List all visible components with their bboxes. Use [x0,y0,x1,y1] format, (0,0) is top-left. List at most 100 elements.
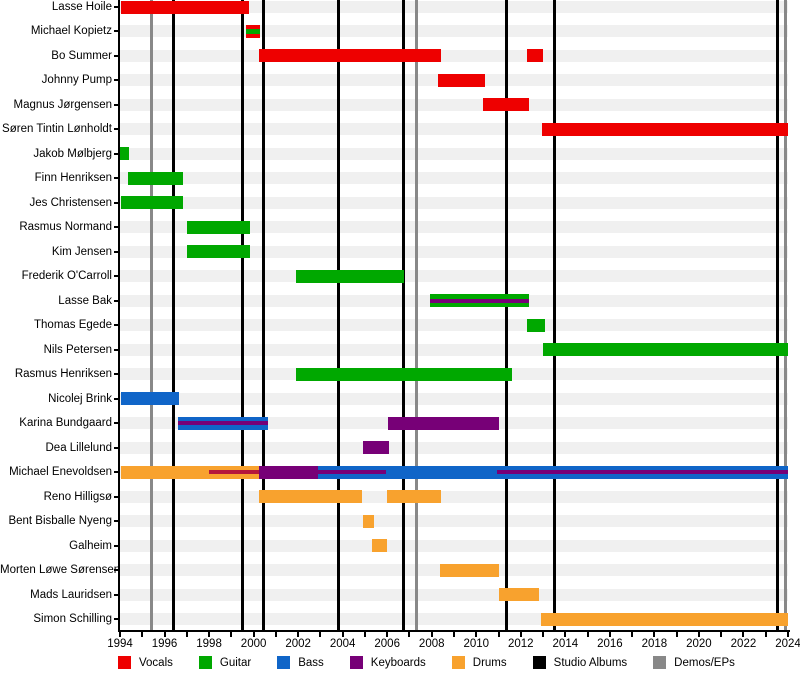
x-axis-tick [297,632,300,637]
timeline-bar-drums [371,539,388,553]
timeline-bar-keyboards [259,465,319,479]
legend-label: Vocals [139,656,173,669]
y-axis-row-tick [114,177,119,180]
x-axis-tick [675,632,678,637]
timeline-bar-guitar [527,318,546,332]
member-label: Frederik O'Carroll [21,270,112,283]
timeline-bar-keyboards [362,441,390,455]
x-axis-tick [230,632,233,637]
x-axis-tick [453,632,455,637]
studio-album-line [240,0,244,630]
timeline-bar-bass [121,392,179,406]
x-axis-tick [163,632,166,637]
legend: Vocals Guitar Bass Keyboards Drums Studio Alb… [118,656,735,669]
member-label: Simon Schilling [33,613,112,625]
member-label: Bo Summer [51,49,112,62]
y-axis-row-tick [114,397,119,400]
x-axis-tick [586,632,589,637]
y-axis-row-tick [114,79,119,82]
x-axis-tick [141,632,144,637]
legend-swatch-drums [451,656,465,669]
y-axis-row-tick [114,299,119,302]
legend-item: Studio Albums [532,656,628,669]
y-axis-row-tick [114,324,119,327]
timeline-bar-vocals [259,49,441,63]
legend-item: Keyboards [349,656,426,669]
x-axis-tick [363,632,366,637]
timeline-bar-vocals [121,0,250,14]
x-axis-label: 2012 [508,638,534,650]
x-axis-tick [720,632,723,637]
y-axis-row-tick [114,471,119,474]
legend-item: Demos/EPs [653,656,735,669]
member-label: Galheim [69,539,112,552]
legend-label: Drums [472,656,507,669]
timeline-bar-vocals [527,49,544,63]
row-track [120,172,788,185]
x-axis-label: 2018 [641,638,668,650]
timeline-bar-vocals-stripe [209,470,260,475]
row-track [120,490,788,503]
timeline-bar-keyboards [388,416,499,430]
x-axis-label: 2002 [285,638,311,650]
timeline-bar-drums [362,514,374,528]
x-axis-tick [542,632,545,637]
timeline-bar-vocals [541,122,788,136]
timeline-bar-keyboards-stripe [497,470,788,475]
studio-album-line [171,0,175,630]
x-axis-label: 2016 [597,638,623,650]
studio-album-line [402,0,406,630]
row-track [120,221,788,234]
timeline-bar-guitar-stripe [245,28,261,34]
member-label: Lasse Bak [58,294,112,307]
x-axis-tick [319,632,322,637]
member-label: Kim Jensen [51,245,112,258]
legend-label: Guitar [219,656,252,669]
y-axis-row-tick [114,422,119,425]
x-axis-tick [564,632,567,637]
member-label: Reno Hilligsø [43,490,112,503]
member-label: Magnus Jørgensen [13,98,112,111]
legend-swatch-vocals [118,656,131,669]
studio-album-line [776,0,780,630]
x-axis-label: 2008 [418,638,445,650]
y-axis [118,0,120,630]
y-axis-row-tick [114,103,119,106]
x-axis-tick [497,632,500,637]
row-track [120,515,788,528]
x-axis-label: 2022 [730,638,757,650]
legend-label: Bass [298,656,324,669]
x-axis-label: 2014 [552,638,579,650]
timeline-bar-vocals [438,73,486,87]
legend-label: Keyboards [370,656,426,669]
timeline-bar-guitar [121,196,184,210]
row-track [120,49,788,62]
x-axis-label: 1998 [196,638,222,650]
legend-item: Drums [451,656,507,669]
row-track [120,196,788,209]
row-track [120,1,788,13]
legend-label: Studio Albums [553,656,628,669]
x-axis-tick [252,632,255,637]
x-axis-tick [608,632,611,637]
legend-swatch-bass [277,656,291,669]
x-axis-tick [430,632,433,637]
timeline-bar-guitar [186,245,251,259]
timeline-bar-keyboards-stripe [177,421,269,426]
x-axis-tick [631,632,634,637]
member-label: Johnny Pump [41,74,112,87]
x-axis-label: 2004 [329,638,356,650]
member-label: Michael Enevoldsen [9,466,112,479]
x-axis-tick [408,632,411,637]
row-track [120,245,788,258]
legend-label: Demos/EPs [674,656,735,669]
timeline-bar-keyboards-stripe [429,298,529,303]
timeline-bar-guitar [120,147,129,161]
member-label: Morten Løwe Sørensen [0,564,121,577]
y-axis-row-tick [114,250,119,253]
member-label: Nils Petersen [43,343,112,356]
y-axis-row-tick [114,128,119,131]
y-axis-row-tick [114,495,119,498]
y-axis-row-tick [114,275,119,278]
